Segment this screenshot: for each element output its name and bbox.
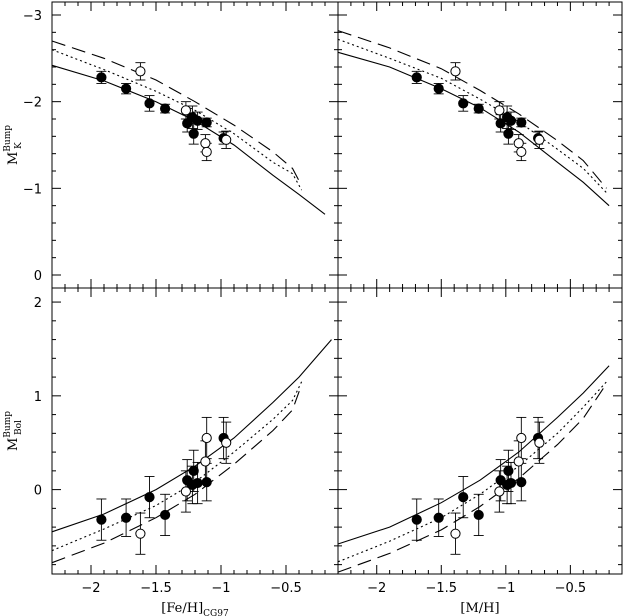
x-tick-label: −1 [211,581,230,596]
x-tick-label: −1.5 [425,581,457,596]
y-tick-label: 0 [34,269,42,284]
data-point-open [450,66,461,77]
model-curve-solid [337,51,610,207]
y-tick-label: 0 [34,484,42,499]
plot-frame [51,287,339,575]
data-point-open [135,528,146,539]
data-point-filled [505,477,517,489]
model-curve-dotted [51,49,303,191]
data-point-open [180,105,191,116]
data-point-filled [201,117,212,128]
data-point-filled [503,465,514,476]
model-curve-dashed [51,40,303,186]
data-point-open [221,437,232,448]
plot-frame [337,287,623,575]
data-point-filled [458,98,469,109]
x-axis-label: [M/H] [460,601,499,616]
y-tick-label: −3 [23,9,42,24]
x-tick-label: −0.5 [270,581,302,596]
data-point-open [201,146,212,158]
data-point-open [200,138,211,149]
x-axis-label: [Fe/H]CG97 [161,601,229,616]
model-curve-dotted [51,381,303,552]
model-curve-solid [337,365,610,545]
model-curve-dashed [337,30,607,189]
data-point-open [180,486,191,497]
data-point-filled [160,103,171,114]
plot-frame [51,1,339,289]
data-point-filled [473,103,484,114]
data-point-open [200,456,211,467]
panel-bottom-right: −2 −1.5 −1 −0.5 [M/H] [337,287,623,616]
data-point-filled [433,512,444,523]
data-point-filled [144,98,155,109]
y-axis-label: MBumpK [3,125,24,165]
data-point-open [221,134,232,145]
data-point-open [450,528,461,539]
x-tick-label: −2 [367,581,386,596]
data-point-filled [505,115,517,126]
y-tick-label: −1 [23,182,42,197]
data-point-open [516,432,527,444]
data-point-filled [516,117,527,128]
model-curve-solid [51,64,326,215]
panel-top-left: −3 −2 −1 0 MBumpK [3,1,339,289]
data-point-filled [411,514,422,525]
model-curve-solid [51,339,332,533]
data-point-filled [121,512,132,523]
data-point-filled [121,83,132,94]
data-point-open [513,138,524,149]
data-point-filled [503,128,514,139]
data-point-filled [96,514,107,525]
y-tick-label: 2 [34,296,42,311]
data-point-filled [144,492,155,503]
x-tick-label: −1.5 [140,581,172,596]
data-point-open [135,66,146,77]
model-curve-dashed [337,383,607,573]
x-tick-label: −2 [81,581,100,596]
data-point-filled [188,128,199,139]
data-point-filled [458,492,469,503]
data-point-filled [192,115,203,126]
data-point-filled [192,477,203,489]
data-point-filled [473,509,484,521]
data-point-open [494,486,505,497]
y-tick-label: −2 [23,96,42,111]
data-point-filled [411,72,422,83]
x-tick-label: −1 [496,581,515,596]
data-point-open [513,456,524,467]
data-point-open [516,146,527,158]
data-point-filled [433,83,444,94]
y-axis-label: MBumpBol [3,411,24,451]
panel-bottom-left: −2 −1.5 −1 −0.5 0 1 2 MBumpBol [Fe/H]CG97 [3,287,339,616]
y-tick-label: 1 [34,390,42,405]
data-point-filled [160,509,171,521]
data-point-open [534,134,545,145]
data-point-open [534,437,545,448]
model-curve-dashed [51,384,303,564]
panel-top-right [337,1,623,289]
data-point-open [201,432,212,444]
data-point-filled [96,72,107,83]
x-tick-label: −0.5 [555,581,587,596]
data-point-open [494,105,505,116]
